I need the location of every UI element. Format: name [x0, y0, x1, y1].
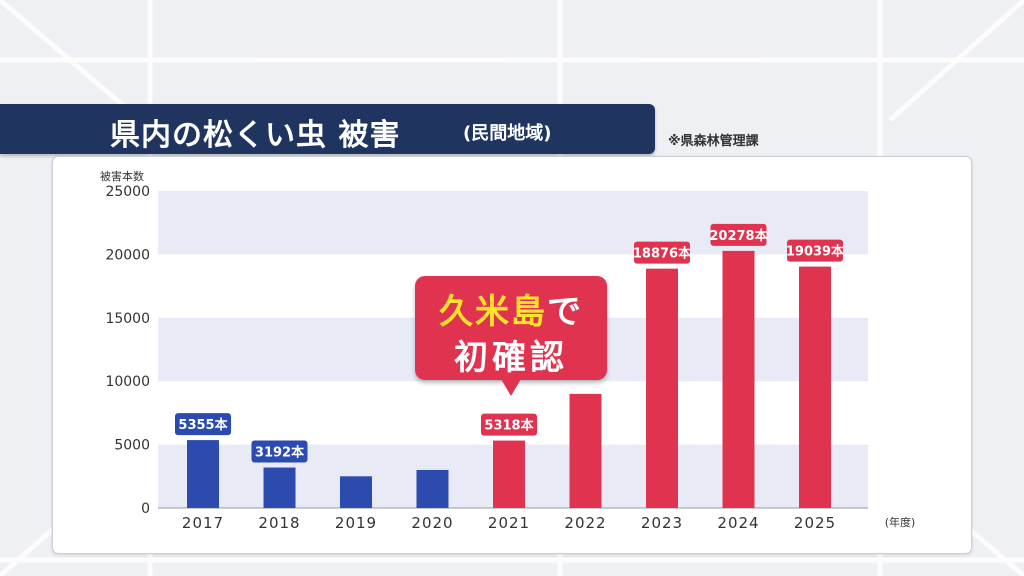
y-axis-label: 被害本数 — [100, 169, 144, 183]
data-label: 5355本 — [178, 417, 227, 433]
callout-line2: 初確認 — [454, 338, 568, 378]
source-note: ※県森林管理課 — [668, 134, 759, 149]
data-label: 5318本 — [484, 418, 533, 434]
y-tick-label: 15000 — [105, 311, 150, 327]
data-label-box — [787, 239, 843, 262]
callout-line1: 久米島で — [415, 284, 607, 333]
data-label-box — [634, 241, 690, 264]
title-banner: 県内の松くい虫 被害 (民間地域) — [0, 104, 655, 154]
data-label: 18876本 — [633, 246, 691, 262]
x-tick-label: 2022 — [564, 514, 606, 532]
bar-2019 — [340, 476, 372, 508]
data-label-box — [481, 413, 537, 436]
bar-2022 — [569, 393, 602, 508]
bar-2021 — [493, 440, 525, 508]
bar-2023 — [646, 268, 678, 508]
kumejima-callout: 久米島で 初確認 — [415, 276, 607, 396]
x-tick-label: 2018 — [258, 514, 300, 532]
y-tick-label: 0 — [141, 501, 150, 517]
x-tick-label: 2023 — [641, 514, 683, 532]
data-label-box — [710, 223, 767, 246]
chart-title: 県内の松くい虫 被害 — [110, 118, 401, 153]
chart-subtitle: (民間地域) — [463, 123, 552, 144]
data-label-box — [175, 413, 231, 436]
bar-2024 — [722, 250, 755, 509]
y-tick-label: 20000 — [105, 247, 150, 263]
bar-2020 — [416, 469, 449, 508]
y-tick-label: 10000 — [105, 374, 150, 390]
callout-rest: で — [547, 292, 583, 332]
data-label-box — [251, 440, 308, 463]
bar-2018 — [263, 467, 296, 508]
data-label: 19039本 — [786, 244, 844, 260]
x-tick-label: 2025 — [794, 514, 836, 532]
y-tick-label: 5000 — [114, 438, 150, 454]
data-label: 3192本 — [255, 445, 304, 461]
bar-2025 — [799, 266, 831, 508]
y-tick-label: 25000 — [105, 184, 150, 200]
callout-highlight: 久米島 — [439, 292, 547, 332]
x-tick-label: 2024 — [717, 514, 759, 532]
x-tick-label: 2017 — [182, 514, 224, 532]
x-axis-label: (年度) — [885, 515, 916, 529]
x-tick-label: 2019 — [335, 514, 377, 532]
bar-2017 — [187, 440, 219, 508]
data-label: 20278本 — [709, 228, 767, 244]
x-tick-label: 2020 — [411, 514, 453, 532]
x-tick-label: 2021 — [488, 514, 530, 532]
